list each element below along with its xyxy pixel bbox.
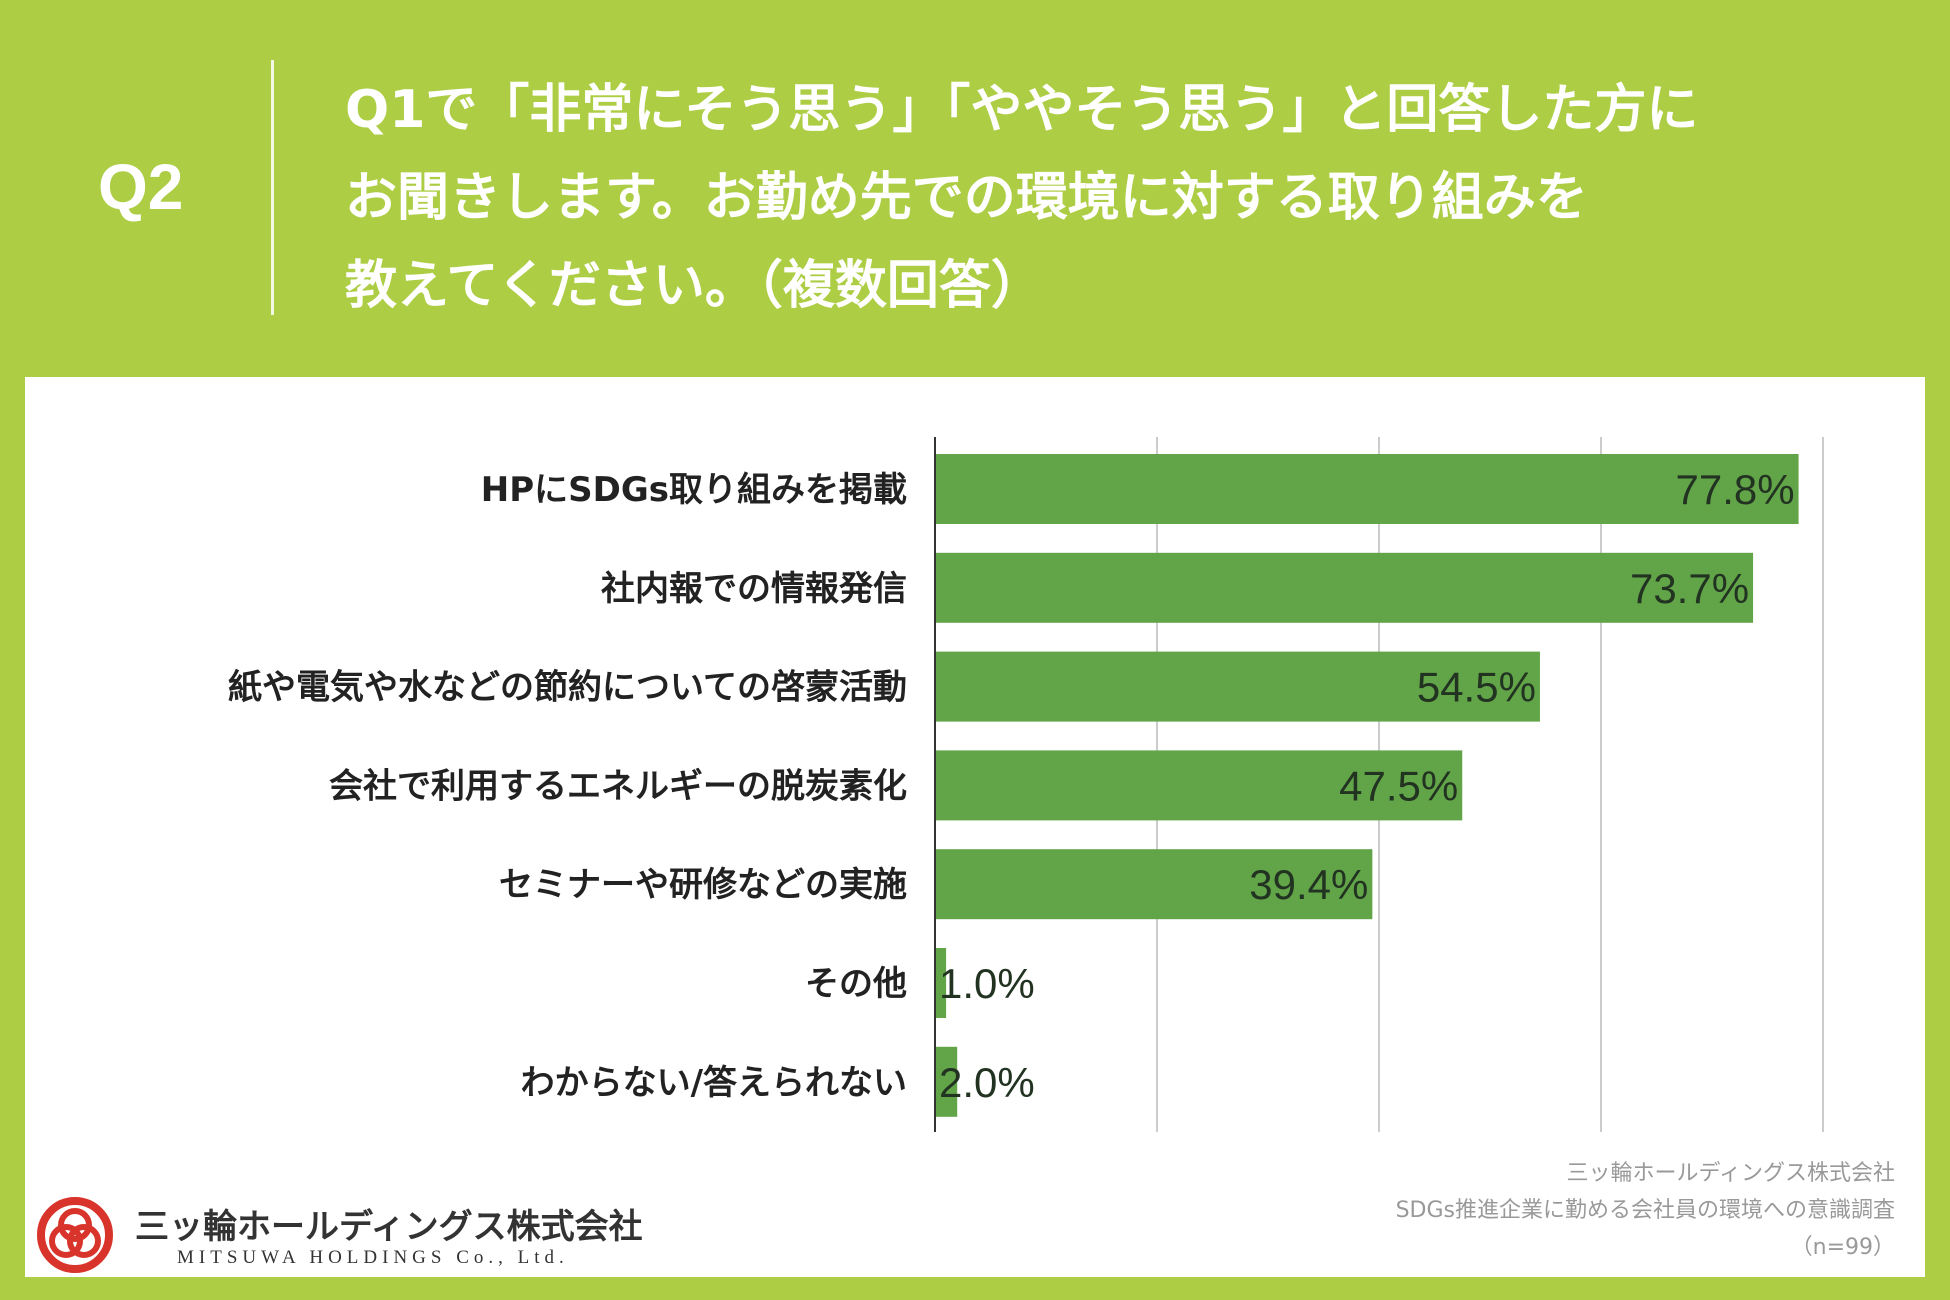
category-label: セミナーや研修などの実施: [499, 865, 907, 905]
bar: [935, 849, 1373, 920]
category-label: 紙や電気や水などの節約についての啓蒙活動: [228, 668, 907, 708]
source-line-1: 三ッ輪ホールディングス株式会社: [1566, 1161, 1895, 1186]
header-divider: [271, 60, 274, 315]
category-label: HPにSDGs取り組みを掲載: [481, 470, 907, 510]
bar: [935, 552, 1754, 623]
value-label: 77.8%: [1675, 466, 1794, 513]
bar: [935, 750, 1463, 821]
question-line-2: お聞きします。お勤め先での環境に対する取り組みを: [345, 168, 1588, 228]
value-label: 47.5%: [1339, 762, 1458, 809]
question-number: Q2: [98, 151, 184, 223]
value-label: 73.7%: [1630, 565, 1749, 612]
source-note: 三ッ輪ホールディングス株式会社 SDGs推進企業に勤める会社員の環境への意識調査…: [1396, 1155, 1895, 1266]
question-text: Q1で「非常にそう思う」「ややそう思う」と回答した方に お聞きします。お勤め先で…: [345, 66, 1905, 330]
company-logo: 三ッ輪ホールディングス株式会社 MITSUWA HOLDINGS Co., Lt…: [35, 1187, 643, 1277]
source-line-2: SDGs推進企業に勤める会社員の環境への意識調査: [1395, 1198, 1895, 1223]
logo-company-name: 三ッ輪ホールディングス株式会社: [135, 1207, 643, 1247]
logo-company-sub: MITSUWA HOLDINGS Co., Ltd.: [177, 1247, 569, 1268]
value-label: 1.0%: [939, 960, 1035, 1007]
category-label: わからない/答えられない: [521, 1063, 907, 1103]
category-label: 会社で利用するエネルギーの脱炭素化: [329, 766, 907, 806]
value-label: 39.4%: [1249, 861, 1368, 908]
category-label: その他: [805, 964, 907, 1004]
bar-chart: HPにSDGs取り組みを掲載 77.8% 社内報での情報発信 73.7% 紙や電気や水な…: [228, 437, 1824, 1132]
value-label: 54.5%: [1417, 664, 1536, 711]
value-label: 2.0%: [939, 1059, 1035, 1106]
header: Q2 Q1で「非常にそう思う」「ややそう思う」と回答した方に お聞きします。お勤…: [0, 0, 1950, 375]
chart-card: HPにSDGs取り組みを掲載 77.8% 社内報での情報発信 73.7% 紙や電気や水な…: [25, 377, 1925, 1277]
category-label: 社内報での情報発信: [601, 569, 907, 609]
question-line-1: Q1で「非常にそう思う」「ややそう思う」と回答した方に: [345, 80, 1699, 140]
bar: [935, 1046, 958, 1117]
bar: [935, 651, 1540, 722]
logo-mark-icon: [37, 1197, 113, 1273]
bar: [935, 454, 1799, 524]
question-line-3: 教えてください。（複数回答）: [345, 256, 1043, 316]
source-line-3: （n=99）: [1790, 1235, 1895, 1260]
bar: [935, 948, 947, 1018]
